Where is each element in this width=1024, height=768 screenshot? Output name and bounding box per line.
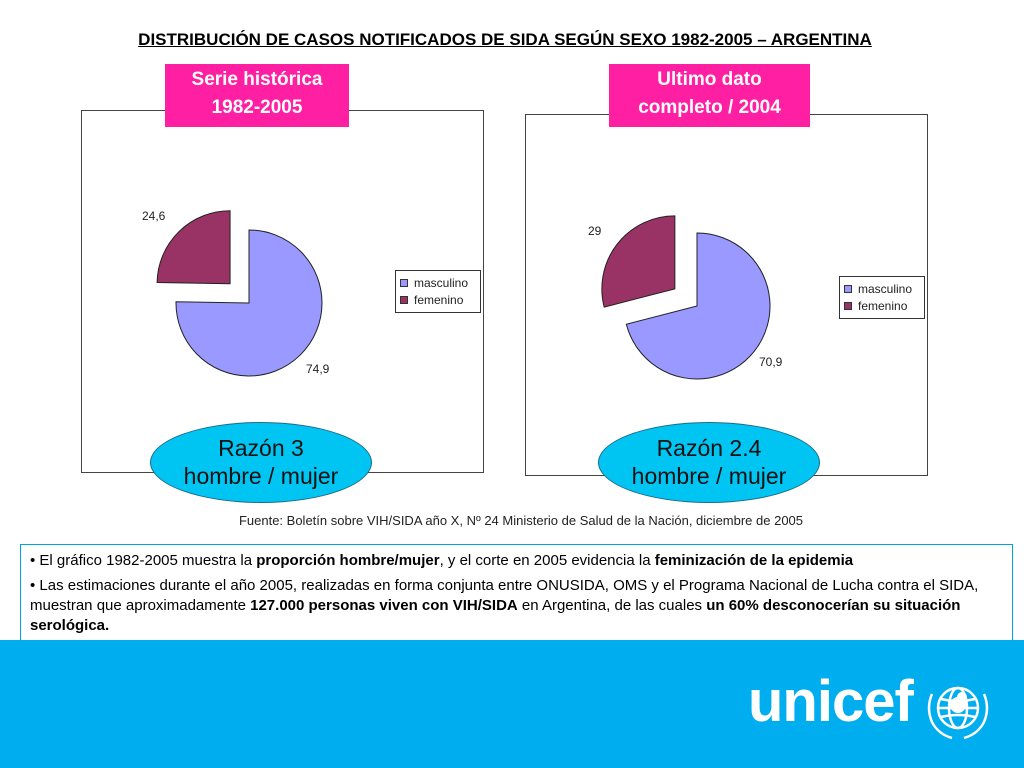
note-text: • Las estimaciones durante el año 2005, … [30, 577, 979, 614]
note-emphasis: feminización de la epidemia [654, 552, 854, 569]
note-text: • El gráfico 1982-2005 muestra la [30, 552, 257, 569]
chart-header-2004: Ultimo dato completo / 2004 [609, 64, 810, 127]
note-text: en Argentina, de las cuales [517, 597, 707, 614]
chart-header-line2: completo / 2004 [638, 97, 781, 118]
data-label-masculino: 70,9 [759, 355, 783, 369]
pie-slice-masculino [625, 232, 771, 380]
legend-label: masculino [414, 275, 469, 290]
note-emphasis: 127.000 personas viven con VIH/SIDA [250, 597, 518, 614]
chart-header-line1: Serie histórica [191, 69, 323, 90]
legend-label: femenino [414, 292, 464, 307]
chart-header-historic: Serie histórica 1982-2005 [165, 64, 349, 127]
legend-item-masculino: masculino [844, 280, 918, 297]
data-label-femenino: 24,6 [142, 209, 166, 223]
ratio-line2: hombre / mujer [631, 463, 787, 489]
note-emphasis: un 60% desconocerían su situación seroló… [30, 597, 961, 634]
legend-item-masculino: masculino [400, 274, 474, 291]
page-title: DISTRIBUCIÓN DE CASOS NOTIFICADOS DE SID… [138, 30, 872, 49]
note-emphasis: proporción hombre/mujer [256, 552, 440, 569]
pie-chart-historic [156, 210, 323, 377]
ratio-oval-historic: Razón 3 hombre / mujer [150, 422, 372, 503]
note-bullet-2: • Las estimaciones durante el año 2005, … [30, 576, 1004, 636]
legend-swatch-masculino [400, 278, 408, 287]
data-label-masculino: 74,9 [306, 362, 330, 376]
legend-swatch-femenino [400, 295, 408, 304]
data-label-femenino: 29 [588, 224, 602, 238]
legend-label: femenino [858, 298, 908, 313]
pie-chart-2004 [601, 215, 771, 380]
note-bullet-1: • El gráfico 1982-2005 muestra la propor… [30, 551, 1004, 571]
legend-item-femenino: femenino [844, 297, 918, 314]
unicef-logo: unicef [748, 669, 914, 734]
notes-box: • El gráfico 1982-2005 muestra la propor… [20, 544, 1013, 642]
ratio-oval-2004: Razón 2.4 hombre / mujer [598, 422, 820, 503]
pie-slice-femenino [601, 215, 676, 308]
pie-slice-masculino [175, 229, 323, 377]
legend-swatch-masculino [844, 284, 852, 293]
chart-legend: masculino femenino [839, 276, 925, 319]
legend-swatch-femenino [844, 301, 852, 310]
ratio-line2: hombre / mujer [183, 463, 339, 489]
source-note: Fuente: Boletín sobre VIH/SIDA año X, Nº… [238, 513, 804, 528]
chart-header-line2: 1982-2005 [211, 97, 303, 118]
footer-bar [0, 640, 1024, 768]
unicef-emblem-icon [927, 686, 989, 740]
ratio-line1: Razón 3 [218, 435, 304, 461]
pie-slice-femenino [156, 210, 231, 285]
chart-legend: masculino femenino [395, 270, 481, 313]
ratio-line1: Razón 2.4 [656, 435, 762, 461]
legend-item-femenino: femenino [400, 291, 474, 308]
chart-header-line1: Ultimo dato [657, 69, 762, 90]
legend-label: masculino [858, 281, 913, 296]
note-text: , y el corte en 2005 evidencia la [439, 552, 655, 569]
